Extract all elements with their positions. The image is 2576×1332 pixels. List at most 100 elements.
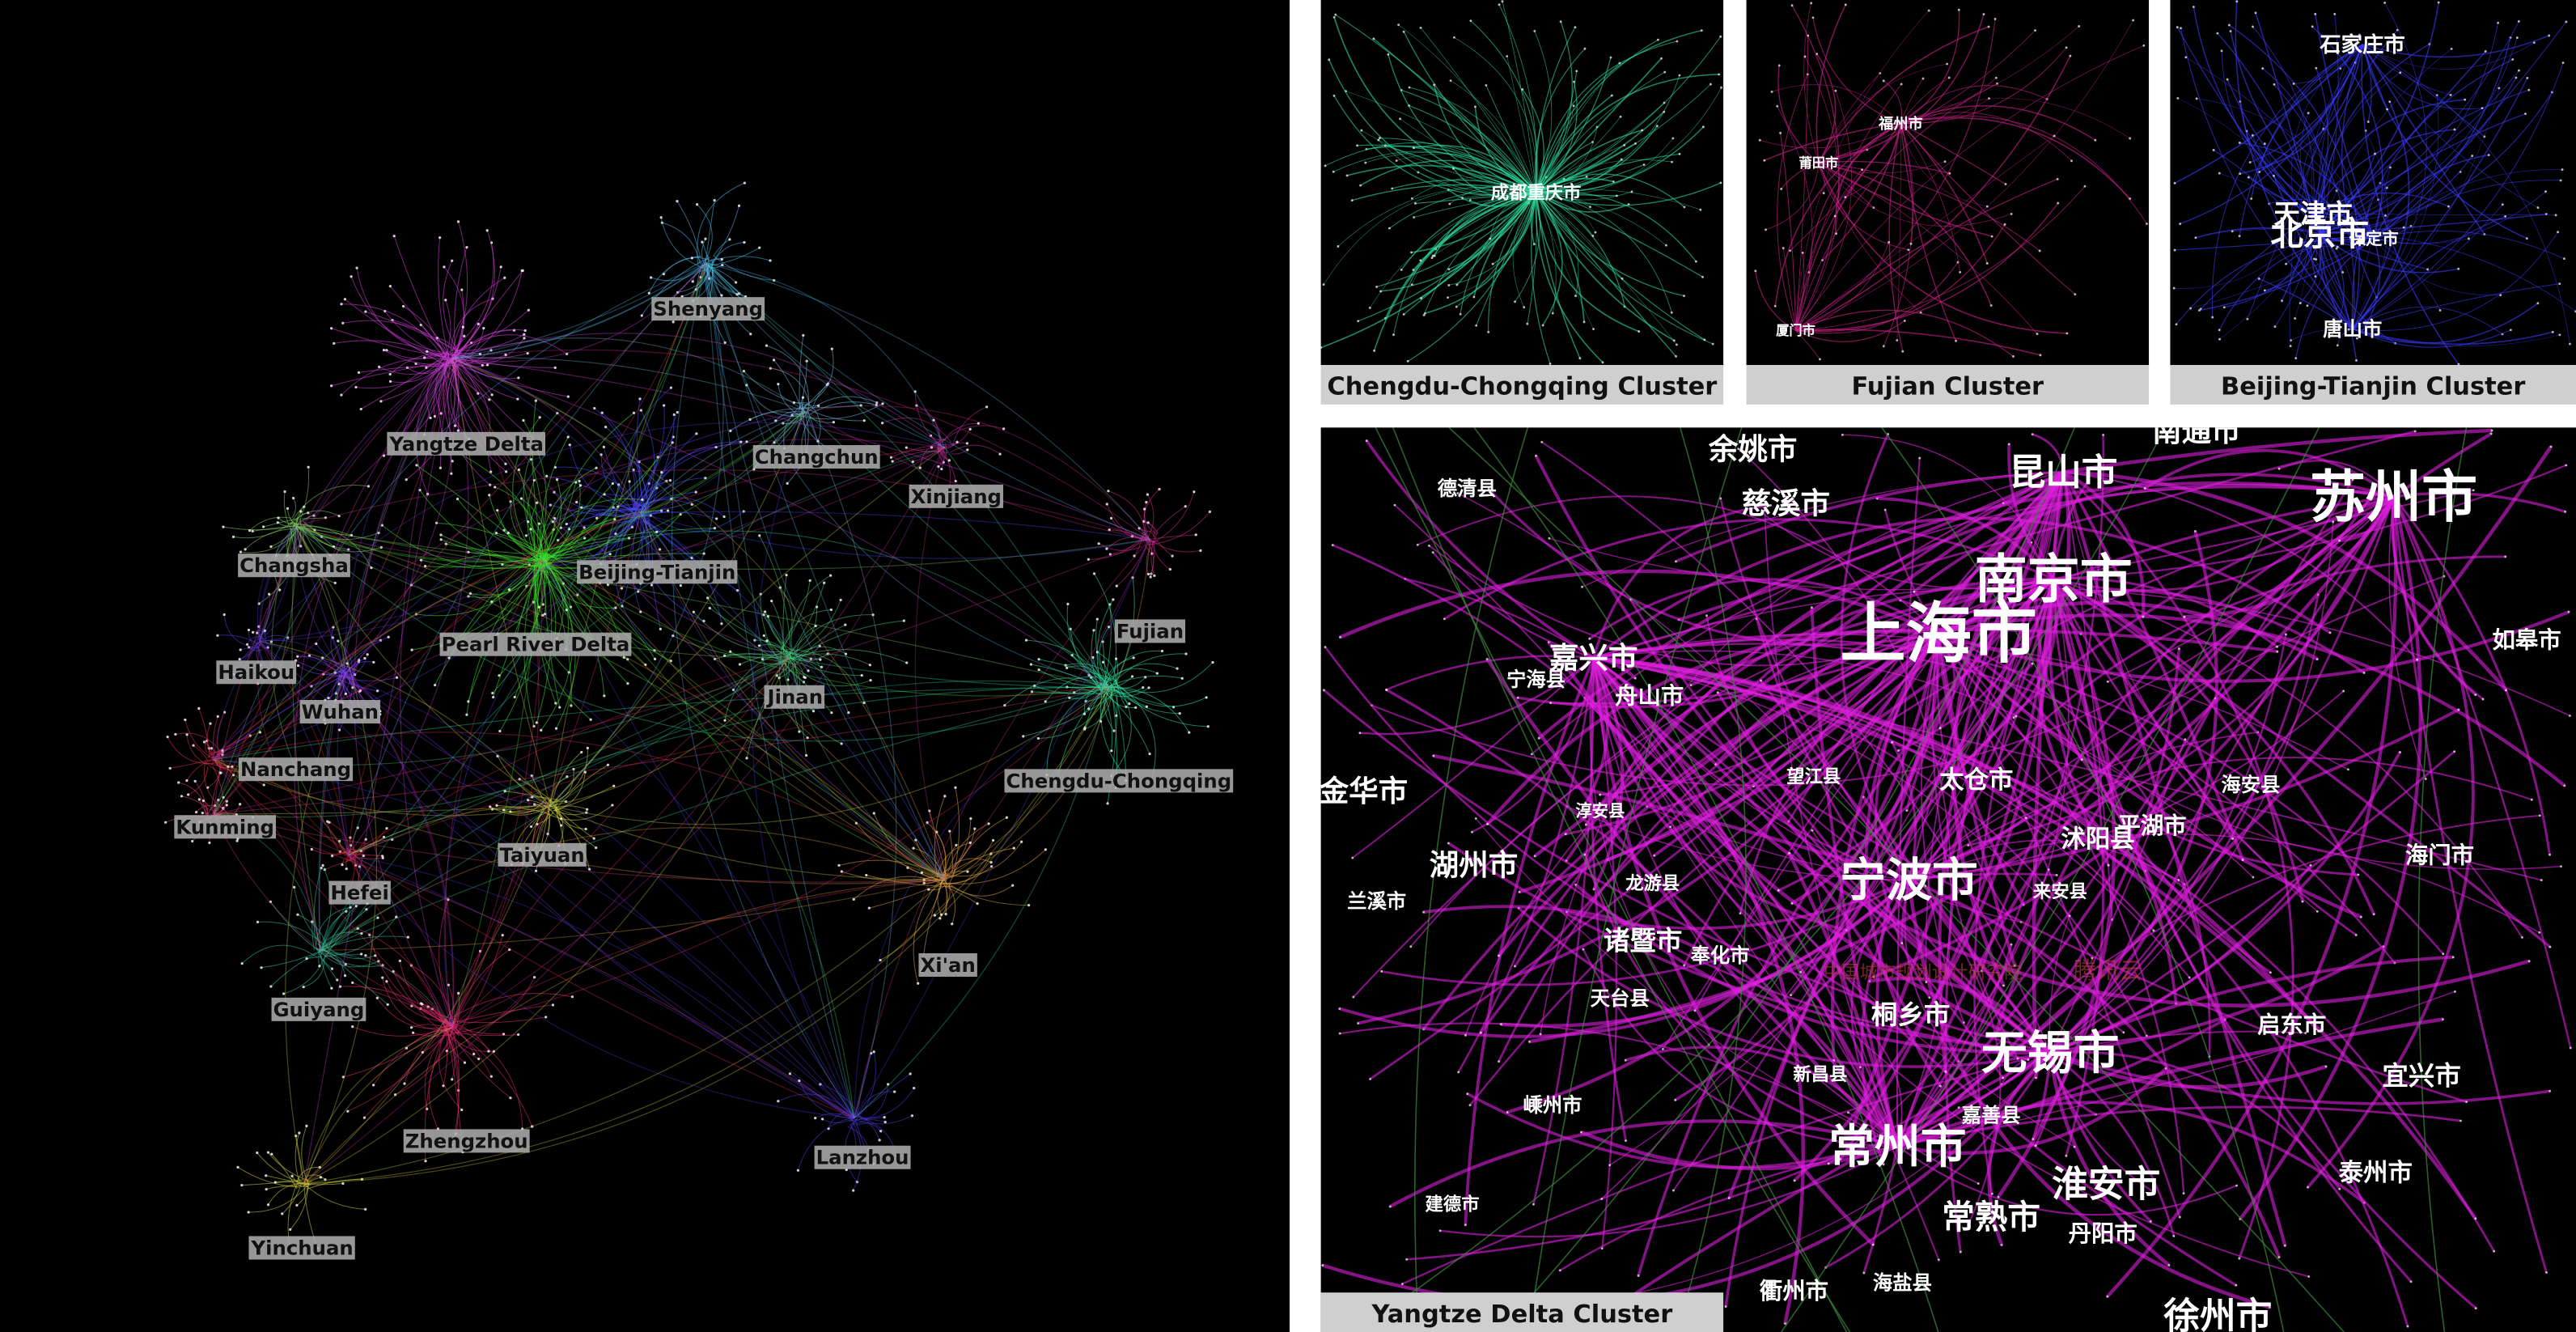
node [735,588,739,592]
cluster-label: Lanzhou [814,1145,911,1169]
node [820,665,824,668]
edge [1534,31,1553,193]
node [714,445,718,449]
edge [345,673,855,1119]
node [578,484,583,487]
edge [549,800,566,804]
edge [324,666,351,701]
node [257,602,261,605]
node [2306,304,2309,308]
edge [344,358,452,675]
edge [317,948,346,976]
node [439,538,443,541]
edge [1150,532,1173,557]
label-background [403,1129,530,1153]
edge [2320,199,2379,234]
node [2010,212,2013,215]
edge [1599,632,1939,796]
node [2474,1217,2477,1220]
node [1888,240,1890,244]
node [570,704,573,707]
node [1487,330,1490,333]
node [1447,842,1450,845]
node [883,1121,887,1124]
node [2465,1101,2468,1104]
edge [1375,427,1848,1332]
edge [937,448,950,461]
edge [322,657,341,672]
edge [415,358,451,494]
edge [1106,686,1190,733]
node [1430,257,1434,260]
node [742,370,746,373]
city-label: 桐乡市 [1871,999,1950,1030]
edge [1818,161,1946,174]
edge [1549,537,2054,591]
node [467,550,470,554]
edge [1900,123,1957,341]
node [1427,544,1430,547]
node [1044,848,1047,851]
edge [451,358,789,659]
node [2362,671,2366,674]
edge [933,419,940,455]
cluster-label-text: Taiyuan [499,843,584,867]
edge [937,425,1004,447]
edge [1454,36,1537,193]
cluster-label-text: Yangtze Delta [388,432,544,456]
node [349,836,352,839]
node [447,983,450,986]
edge [2213,150,2354,329]
edge [259,640,345,675]
node [699,276,702,279]
edge [544,799,587,816]
edge [427,1006,456,1036]
node [1619,115,1622,118]
node [1420,297,1423,299]
node [2409,224,2413,227]
node [424,1160,427,1163]
cluster-label-text: Pearl River Delta [442,633,630,656]
node [2565,20,2568,23]
edge [295,525,946,880]
node [541,613,544,617]
node [1980,969,1983,973]
edge [854,687,1110,1119]
node [2527,960,2531,963]
node [1993,17,1997,20]
node [1638,330,1641,333]
node [1592,328,1595,331]
edge [853,876,951,900]
edge [1536,126,1704,193]
node [1178,712,1181,715]
edge [810,401,877,415]
node [492,1050,496,1053]
edge [541,558,855,1118]
edge [2258,278,2354,329]
edge [1818,163,1921,313]
edge [697,204,713,261]
edge [339,841,353,856]
edge [1582,471,2064,588]
node [299,545,303,548]
edge [1517,471,2065,709]
node [2307,112,2310,115]
node [337,839,341,843]
edge [943,858,992,873]
node [584,827,587,831]
node [372,660,375,664]
node [713,198,716,202]
edge [2273,175,2354,329]
edge [320,657,790,952]
node [1533,29,1536,32]
node [2347,328,2350,331]
edge [451,512,642,1029]
node [1448,202,1451,206]
edge [1038,669,1113,688]
edge [1515,192,1540,303]
edge [213,759,321,951]
edge [2226,78,2375,240]
edge [544,804,613,821]
node [2273,174,2275,177]
node [1985,262,1989,265]
